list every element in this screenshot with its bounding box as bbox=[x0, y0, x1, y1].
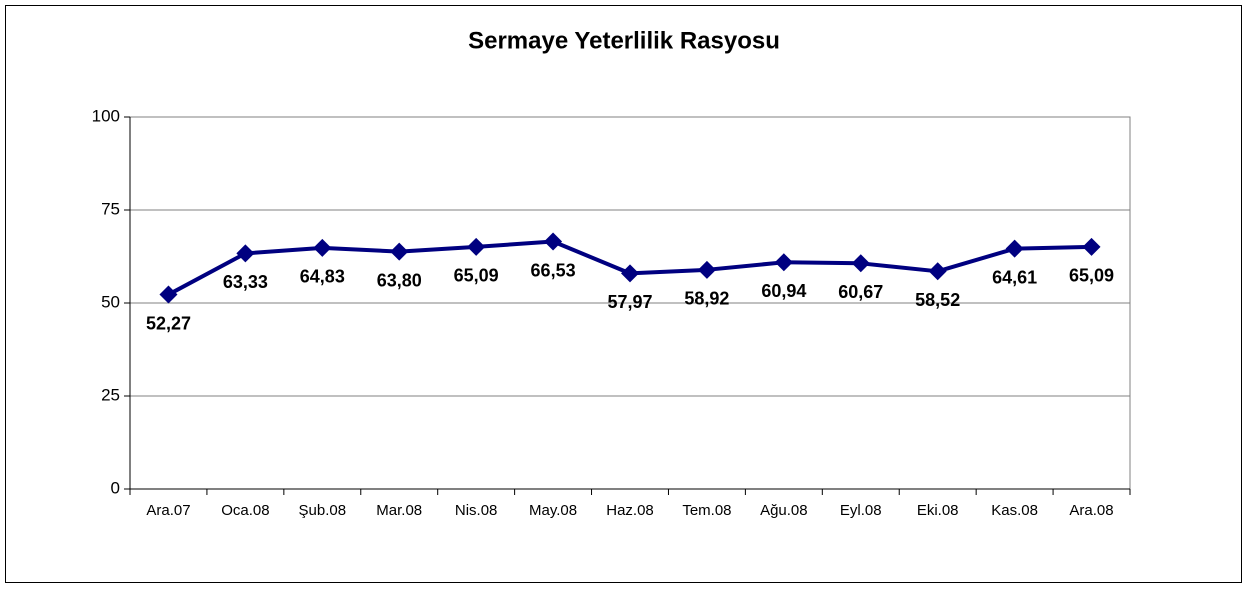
data-marker bbox=[313, 238, 332, 257]
x-tick-label: Ara.08 bbox=[1069, 502, 1113, 519]
x-tick-label: Ara.07 bbox=[146, 502, 190, 519]
data-marker bbox=[621, 264, 639, 283]
x-tick-label: Eyl.08 bbox=[840, 502, 882, 519]
data-marker bbox=[851, 254, 870, 273]
x-tick-label: Kas.08 bbox=[991, 502, 1038, 519]
data-label: 65,09 bbox=[454, 266, 499, 286]
data-label: 66,53 bbox=[531, 260, 576, 280]
data-marker bbox=[236, 244, 255, 263]
y-tick-label: 50 bbox=[101, 292, 120, 311]
x-tick-label: May.08 bbox=[529, 502, 577, 519]
y-tick-label: 0 bbox=[111, 478, 120, 497]
data-label: 64,61 bbox=[992, 267, 1037, 287]
data-marker bbox=[928, 262, 947, 281]
data-label: 57,97 bbox=[607, 292, 652, 312]
x-tick-label: Şub.08 bbox=[299, 502, 347, 519]
x-tick-label: Nis.08 bbox=[455, 502, 498, 519]
y-tick-label: 100 bbox=[92, 106, 120, 125]
data-label: 63,33 bbox=[223, 272, 268, 292]
data-marker bbox=[467, 237, 486, 256]
data-label: 58,52 bbox=[915, 290, 960, 310]
data-marker bbox=[774, 253, 793, 272]
x-tick-label: Tem.08 bbox=[682, 502, 731, 519]
data-label: 63,80 bbox=[377, 270, 422, 290]
data-label: 60,67 bbox=[838, 282, 883, 302]
data-marker bbox=[544, 232, 563, 251]
y-tick-label: 25 bbox=[101, 385, 120, 404]
x-tick-label: Haz.08 bbox=[606, 502, 654, 519]
chart-title: Sermaye Yeterlilik Rasyosu bbox=[468, 27, 780, 54]
data-label: 64,83 bbox=[300, 267, 345, 287]
data-marker bbox=[1005, 239, 1024, 258]
x-tick-label: Eki.08 bbox=[917, 502, 959, 519]
data-marker bbox=[390, 242, 409, 261]
data-label: 58,92 bbox=[684, 289, 729, 309]
y-tick-label: 75 bbox=[101, 199, 120, 218]
data-label: 65,09 bbox=[1069, 266, 1114, 286]
x-tick-label: Ağu.08 bbox=[760, 502, 808, 519]
data-label: 60,94 bbox=[761, 281, 806, 301]
data-label: 52,27 bbox=[146, 313, 191, 333]
x-tick-label: Oca.08 bbox=[221, 502, 269, 519]
x-tick-label: Mar.08 bbox=[376, 502, 422, 519]
data-marker bbox=[159, 285, 178, 304]
data-marker bbox=[697, 260, 716, 279]
data-marker bbox=[1082, 237, 1101, 256]
